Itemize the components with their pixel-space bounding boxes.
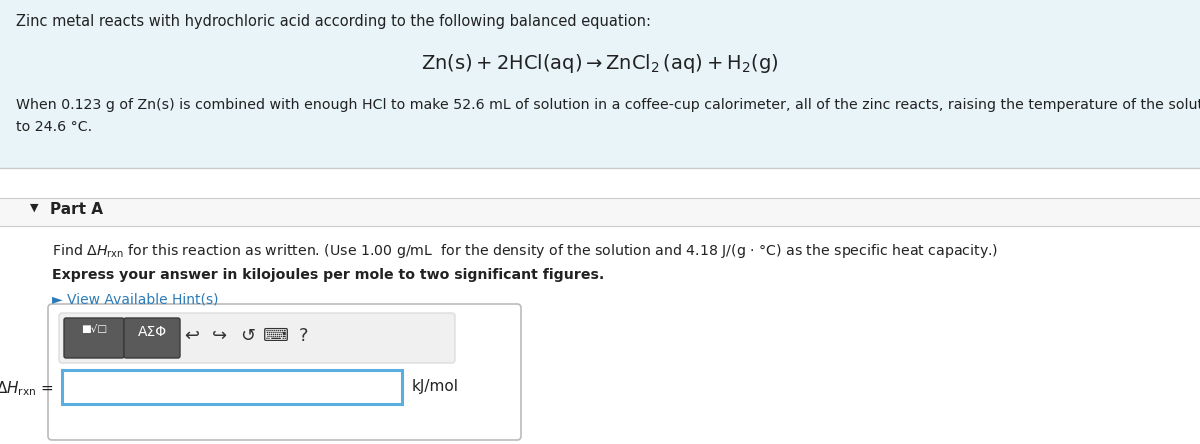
Text: ⌨: ⌨ [263,327,289,345]
FancyBboxPatch shape [59,313,455,363]
Bar [62,370,402,404]
Text: ↩: ↩ [185,327,199,345]
Text: Express your answer in kilojoules per mole to two significant figures.: Express your answer in kilojoules per mo… [52,268,605,282]
FancyBboxPatch shape [64,318,124,358]
Bar [0,168,1200,444]
FancyBboxPatch shape [124,318,180,358]
Text: Zinc metal reacts with hydrochloric acid according to the following balanced equ: Zinc metal reacts with hydrochloric acid… [16,14,650,29]
Text: $\mathrm{Zn(s) + 2HCl(aq) \rightarrow ZnCl_2\,(aq) + H_2(g)}$: $\mathrm{Zn(s) + 2HCl(aq) \rightarrow Zn… [421,52,779,75]
Text: ?: ? [299,327,308,345]
FancyBboxPatch shape [48,304,521,440]
Text: ↺: ↺ [240,327,256,345]
Text: Part A: Part A [50,202,103,217]
Text: Find $\Delta H_{\rm rxn}$ for this reaction as written. (Use 1.00 g/mL  for the : Find $\Delta H_{\rm rxn}$ for this react… [52,242,998,260]
Bar [0,0,1200,168]
Text: ΑΣΦ: ΑΣΦ [138,325,167,339]
Text: ■√□: ■√□ [80,324,107,334]
Text: When 0.123 g of Zn(s) is combined with enough HCl to make 52.6 mL of solution in: When 0.123 g of Zn(s) is combined with e… [16,98,1200,112]
Bar [0,198,1200,226]
Text: ▼: ▼ [30,203,38,213]
Text: kJ/mol: kJ/mol [412,379,458,394]
Text: ↪: ↪ [212,327,228,345]
Text: ► View Available Hint(s): ► View Available Hint(s) [52,292,218,306]
Text: $\Delta H_{\rm rxn}$ =: $\Delta H_{\rm rxn}$ = [0,379,54,398]
Text: to 24.6 °C.: to 24.6 °C. [16,120,92,134]
